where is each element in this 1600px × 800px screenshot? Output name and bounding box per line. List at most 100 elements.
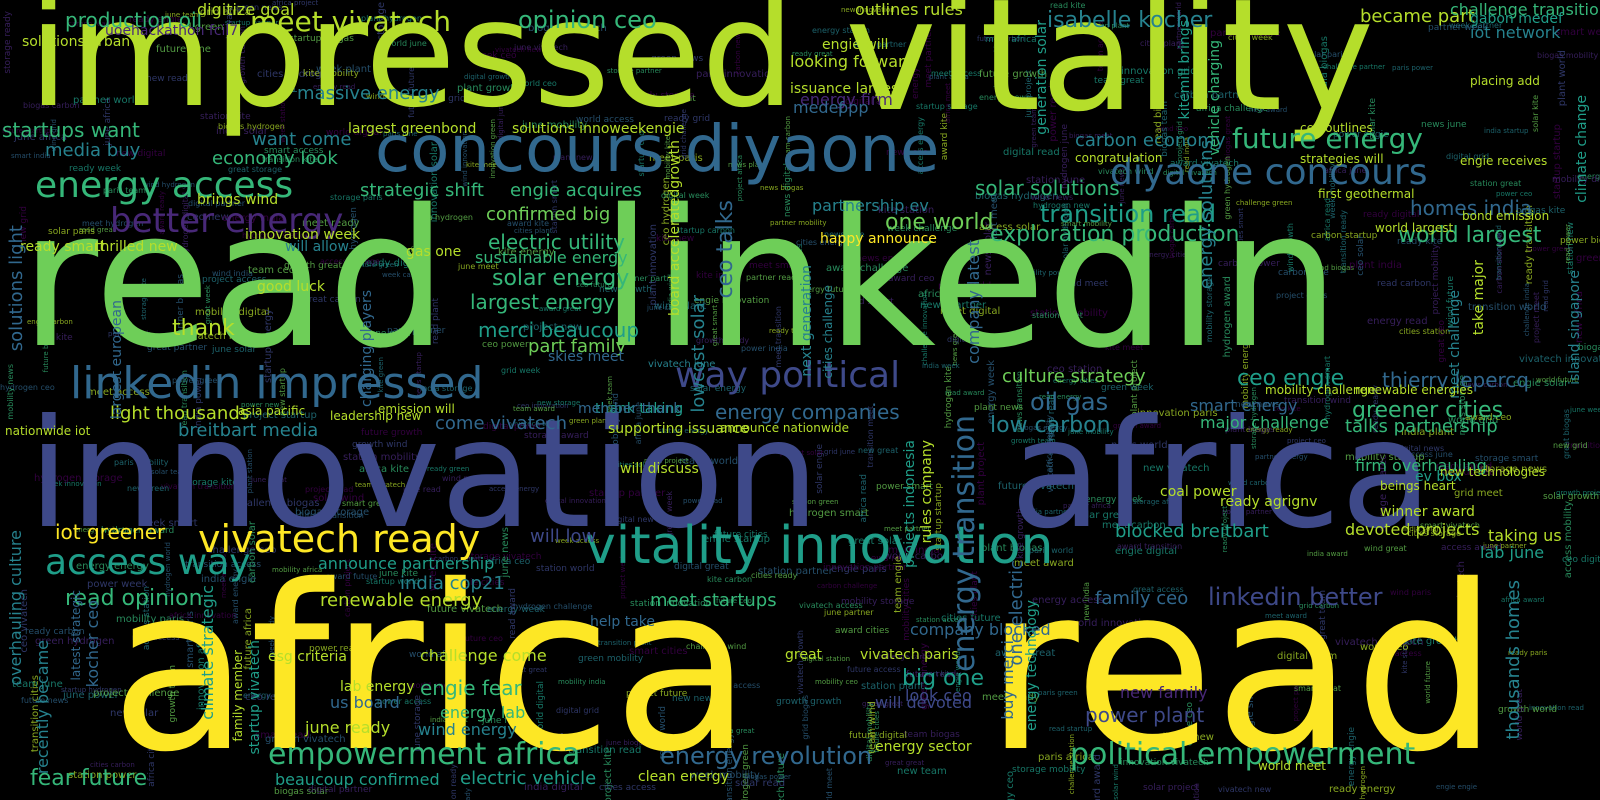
- filler-word: award transition: [1117, 542, 1183, 551]
- word-massive-energy: massive energy: [297, 83, 440, 104]
- word-lab-june: lab june: [1480, 543, 1545, 562]
- filler-word: digital africa: [845, 97, 902, 107]
- filler-word: week carbon: [382, 271, 427, 279]
- filler-word: june wind: [367, 329, 411, 339]
- word-gas-one: gas one: [406, 244, 462, 260]
- filler-word: award future: [326, 572, 378, 581]
- filler-word: vivatech access: [799, 601, 863, 610]
- filler-word: station green: [792, 498, 839, 506]
- word-energy-revolution: energy revolution: [660, 742, 873, 770]
- filler-word: paris green: [1038, 689, 1078, 697]
- filler-word: partner ready: [746, 273, 801, 282]
- word-ppp: ppp: [838, 98, 869, 117]
- filler-word: digital new: [1159, 732, 1214, 743]
- word-uoehackathon: uoehackathon fcil7: [105, 23, 239, 39]
- filler-word: team vivatech: [355, 481, 406, 489]
- filler-word: india storage: [420, 384, 473, 393]
- filler-word: news project: [644, 457, 689, 465]
- filler-word: solar wind: [313, 493, 365, 504]
- filler-word: read carbon: [1377, 279, 1432, 289]
- word-board-accelerated-growth: board acceleratedgrowth: [667, 140, 683, 317]
- filler-word: new green: [127, 484, 170, 493]
- word-will-allow: will allow: [285, 239, 349, 255]
- filler-word: energy india: [222, 213, 285, 224]
- filler-word: partner week: [1428, 23, 1488, 33]
- filler-word: wind great: [1364, 544, 1407, 553]
- filler-word: station meet: [1032, 311, 1083, 320]
- filler-word: power read: [683, 497, 723, 505]
- filler-word: solar paris: [48, 227, 95, 237]
- word-placing-add: placing add: [1470, 74, 1540, 88]
- filler-word: storage kite: [184, 478, 238, 488]
- filler-word: biogas carbon: [23, 101, 80, 110]
- word-brings-wind: brings wind: [197, 192, 279, 208]
- filler-word: june future: [482, 716, 532, 726]
- word-solutions-urban: solutions urban: [22, 34, 131, 50]
- filler-word: grid africa: [200, 7, 251, 18]
- filler-word: vivatech news: [495, 46, 546, 54]
- word-energy-lab: energy lab: [440, 703, 526, 722]
- filler-word: growth award: [1113, 422, 1162, 430]
- filler-word: partner mobility: [770, 219, 827, 227]
- filler-word: hydrogen challenge: [513, 602, 593, 611]
- filler-word: vivatech new: [1218, 785, 1272, 794]
- word-thierry-lepercq: thierry lepercq: [1382, 368, 1530, 392]
- word-world-largest: world largest: [1398, 223, 1542, 248]
- filler-word: plant world: [1557, 50, 1568, 107]
- filler-word: kite station: [878, 205, 935, 216]
- filler-word: carbon kite: [1278, 268, 1329, 278]
- word-read-opinion: read opinion: [65, 586, 203, 611]
- filler-word: mobility digital: [195, 307, 270, 318]
- filler-word: access june: [1406, 450, 1453, 459]
- word-congratulation: congratulation: [1075, 151, 1163, 165]
- filler-word: biogas hydrogen: [218, 122, 285, 131]
- word-energy-firm: energy firm: [800, 90, 893, 109]
- filler-word: storage africa: [1133, 498, 1182, 506]
- filler-word: ready storage: [632, 91, 695, 101]
- filler-word: power smart: [876, 482, 933, 492]
- word-meet-vivatech: meet vivatech: [250, 5, 452, 38]
- filler-word: transition access: [185, 560, 262, 570]
- filler-word: wind news: [1031, 193, 1074, 202]
- filler-word: hydrogen station: [242, 231, 311, 240]
- filler-word: award challenge: [826, 263, 909, 274]
- word-vivatech-ready: vivatech ready: [198, 517, 481, 561]
- filler-word: biogas hydrogen: [975, 191, 1059, 202]
- word-great: great: [785, 647, 823, 663]
- filler-word: meet africa: [985, 35, 1037, 45]
- word-africa-mid: africa: [1010, 388, 1433, 562]
- word-climate-strategic: climate strategic: [198, 585, 217, 720]
- word-solutions-light: solutions light: [6, 225, 27, 352]
- filler-word: india solar: [1403, 525, 1440, 533]
- filler-word: energy week: [1085, 495, 1143, 505]
- filler-word: solar growth: [1543, 492, 1600, 502]
- word-production-oil: production oil: [65, 8, 203, 32]
- filler-word: green great: [862, 700, 903, 708]
- word-medef: medef: [793, 98, 845, 117]
- word-world-meet: world meet: [1258, 759, 1327, 773]
- word-diyaone-concours: diyaone concours: [1110, 152, 1428, 193]
- filler-word: news biogas: [760, 184, 804, 192]
- word-projects-indonesia: projects indonesia: [902, 440, 918, 568]
- word-latest-strategic: latest strategic: [69, 590, 83, 681]
- word-engie-acquires: engie acquires: [510, 180, 642, 201]
- filler-word: new storage: [537, 399, 581, 407]
- word-thank-taking: thank taking: [595, 401, 684, 417]
- filler-word: smart kite: [918, 670, 954, 678]
- filler-word: green mobility: [578, 654, 644, 664]
- filler-word: june biogas: [606, 739, 647, 747]
- word-strategic-shift: strategic shift: [360, 180, 484, 201]
- filler-word: startup team: [1440, 467, 1506, 478]
- filler-word: future news: [21, 696, 69, 705]
- filler-word: ceo future: [576, 281, 612, 289]
- filler-word: storage mobility: [1012, 765, 1086, 775]
- filler-word: future vivatech: [427, 604, 503, 615]
- filler-word: biogas storage: [1578, 343, 1600, 353]
- word-announce-nationwide: announce nationwide: [720, 421, 850, 435]
- filler-word: storage partner: [607, 67, 662, 75]
- filler-word: new vivatech: [1143, 463, 1210, 474]
- filler-word: project read: [305, 485, 354, 494]
- filler-word: world meet: [1057, 279, 1109, 289]
- filler-word: partner partner: [618, 274, 680, 283]
- filler-word: mobility africa: [272, 566, 323, 574]
